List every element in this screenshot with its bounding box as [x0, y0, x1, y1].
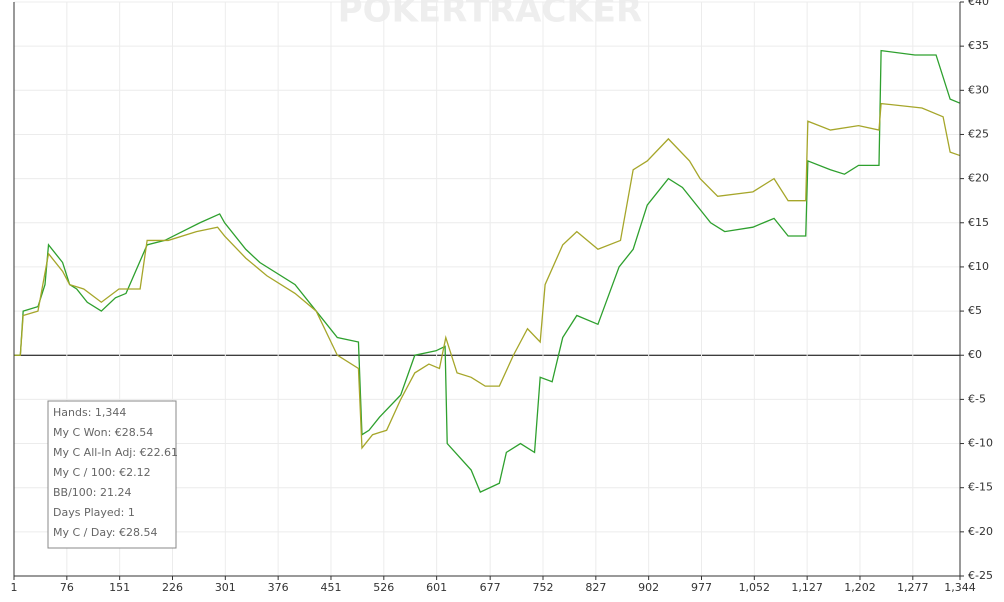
x-tick-label: 526 — [373, 581, 394, 594]
x-tick-label: 1,127 — [791, 581, 823, 594]
y-tick-label: €0 — [968, 348, 982, 361]
x-tick-label: 977 — [691, 581, 712, 594]
x-tick-label: 76 — [60, 581, 74, 594]
x-tick-label: 1,052 — [739, 581, 771, 594]
x-tick-label: 376 — [268, 581, 289, 594]
x-tick-label: 827 — [585, 581, 606, 594]
x-tick-label: 601 — [426, 581, 447, 594]
stat-text: My C Won: €28.54 — [53, 426, 153, 439]
series-line — [14, 102, 961, 450]
y-tick-label: €10 — [968, 260, 989, 273]
y-tick-label: €25 — [968, 127, 989, 140]
y-tick-label: €-10 — [968, 437, 993, 450]
x-tick-label: 1,344 — [944, 581, 976, 594]
y-tick-label: €5 — [968, 304, 982, 317]
x-tick-label: 226 — [162, 581, 183, 594]
x-tick-label: 301 — [215, 581, 236, 594]
x-tick-label: 677 — [480, 581, 501, 594]
y-tick-label: €20 — [968, 172, 989, 185]
y-tick-label: €-20 — [968, 525, 993, 538]
y-tick-label: €35 — [968, 39, 989, 52]
stat-text: Hands: 1,344 — [53, 406, 126, 419]
y-tick-label: €15 — [968, 216, 989, 229]
y-tick-label: €-15 — [968, 481, 993, 494]
stat-text: My C All-In Adj: €22.61 — [53, 446, 178, 459]
x-tick-label: 451 — [320, 581, 341, 594]
series-line — [14, 49, 961, 493]
x-tick-label: 151 — [109, 581, 130, 594]
y-tick-label: €-25 — [968, 569, 993, 582]
y-tick-label: €30 — [968, 83, 989, 96]
x-tick-label: 1 — [11, 581, 18, 594]
stat-text: Days Played: 1 — [53, 506, 135, 519]
stat-text: My C / Day: €28.54 — [53, 526, 158, 539]
y-tick-label: €-5 — [968, 392, 986, 405]
x-tick-label: 1,277 — [897, 581, 929, 594]
y-tick-label: €40 — [968, 0, 989, 8]
x-tick-label: 902 — [638, 581, 659, 594]
x-tick-label: 752 — [532, 581, 553, 594]
stat-text: My C / 100: €2.12 — [53, 466, 151, 479]
x-tick-label: 1,202 — [844, 581, 876, 594]
stats-box — [47, 400, 177, 549]
stat-text: BB/100: 21.24 — [53, 486, 132, 499]
